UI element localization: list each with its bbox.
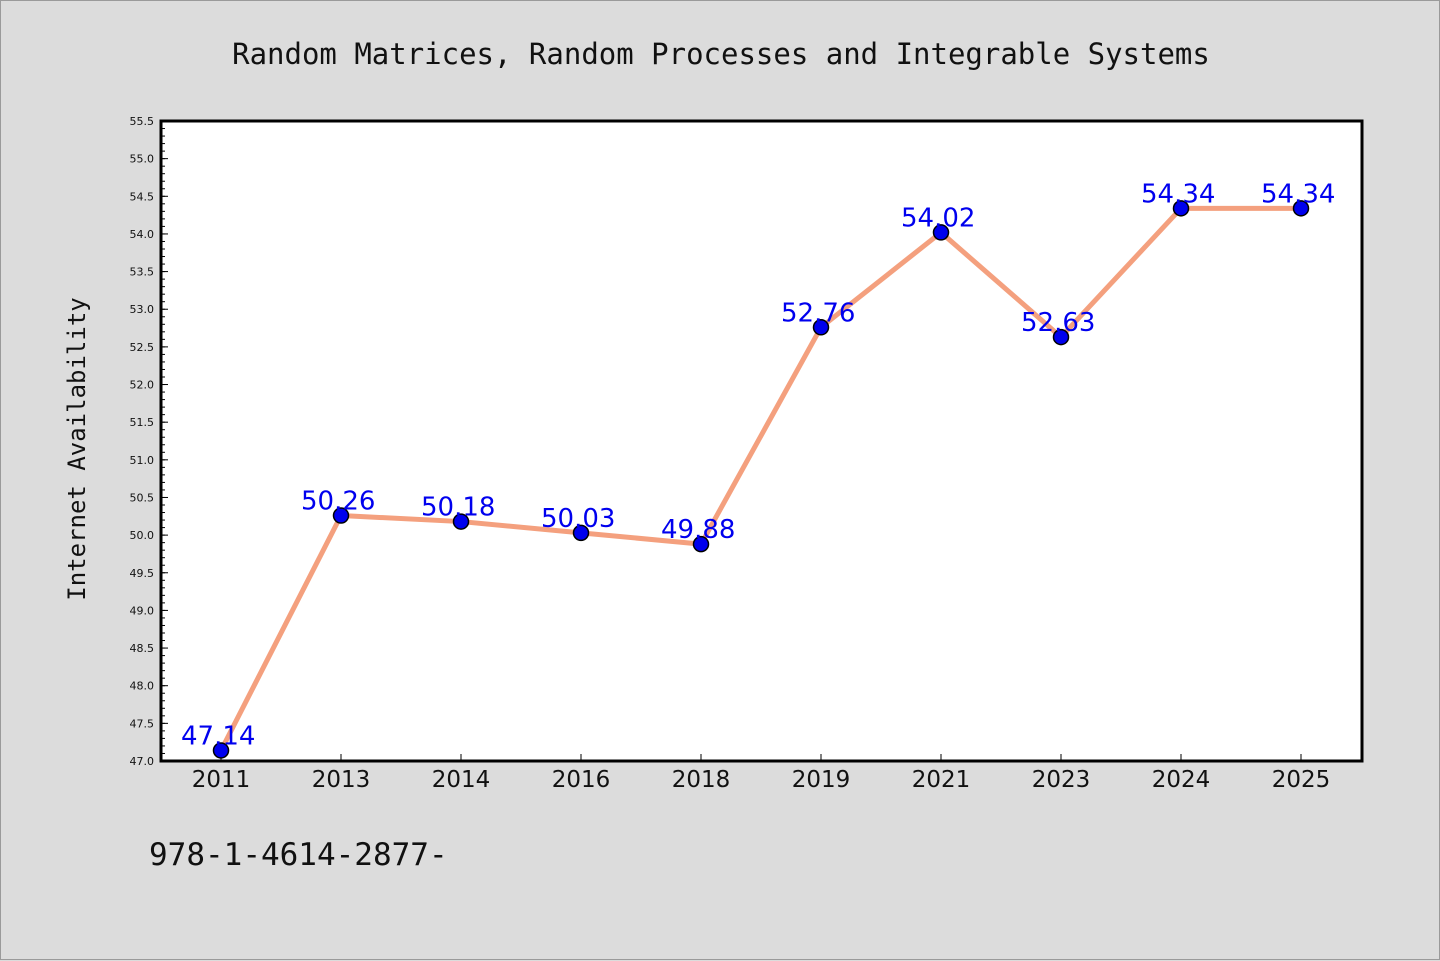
x-axis: 2011 2013 2014 2016 2018 2019 2021 2023 2024 2025 <box>192 754 1331 793</box>
y-tick-label: 50.5 <box>130 491 155 504</box>
data-point <box>812 319 830 336</box>
x-tick-label: 2013 <box>312 767 371 793</box>
data-label: 50.26 <box>301 487 375 517</box>
x-tick-label: 2021 <box>912 767 971 793</box>
x-tick-label: 2016 <box>552 767 611 793</box>
y-tick-label: 54.0 <box>130 228 155 241</box>
data-label: 50.18 <box>421 493 495 523</box>
series-layer <box>212 200 1310 759</box>
data-label: 54.02 <box>901 203 975 233</box>
data-point <box>1172 200 1190 217</box>
data-point <box>332 507 350 524</box>
y-tick-label: 47.5 <box>130 717 155 730</box>
x-tick-label: 2019 <box>792 767 851 793</box>
y-tick-label: 48.0 <box>130 680 155 693</box>
x-tick-label: 2018 <box>672 767 731 793</box>
data-label: 52.76 <box>781 298 855 328</box>
data-label: 54.34 <box>1261 179 1335 209</box>
y-axis: 47.0 47.5 48.0 48.5 49.0 49.5 50.0 50.5 51.0 51.5… <box>130 115 168 768</box>
isbn-footer: 978-1-4614-2877- <box>149 837 448 873</box>
data-point <box>1052 328 1070 346</box>
data-point <box>1292 200 1310 217</box>
x-tick-label: 2014 <box>432 767 491 793</box>
plot-area <box>159 119 1364 763</box>
y-tick-label: 52.5 <box>130 341 155 354</box>
y-tick-label: 55.0 <box>130 153 155 166</box>
x-tick-label: 2023 <box>1032 767 1091 793</box>
data-label: 52.63 <box>1021 308 1095 338</box>
y-tick-label: 50.0 <box>130 529 155 542</box>
y-tick-label: 48.5 <box>130 642 155 655</box>
x-tick-label: 2011 <box>192 767 251 793</box>
y-tick-label: 49.0 <box>130 604 155 617</box>
y-tick-label: 55.5 <box>130 115 155 128</box>
data-point <box>932 224 950 241</box>
data-point <box>572 524 590 542</box>
y-tick-label: 53.5 <box>130 266 155 279</box>
x-tick-label: 2024 <box>1152 767 1211 793</box>
data-label: 47.14 <box>181 721 255 751</box>
data-label: 49.88 <box>661 515 735 545</box>
data-point <box>212 742 230 759</box>
y-tick-label: 49.5 <box>130 567 155 580</box>
y-tick-label: 51.5 <box>130 416 155 429</box>
y-axis-label: Internet Availability <box>63 297 91 600</box>
y-tick-label: 53.0 <box>130 303 155 316</box>
series-line <box>218 205 1304 753</box>
data-label: 54.34 <box>1141 179 1215 209</box>
data-labels: 47.14 50.26 50.18 50.03 49.88 52.76 54.02 52.63… <box>181 179 1335 751</box>
chart-title: Random Matrices, Random Processes and In… <box>232 37 1210 71</box>
y-tick-label: 47.0 <box>130 755 155 768</box>
data-point <box>452 513 470 530</box>
y-tick-label: 54.5 <box>130 190 155 203</box>
data-point <box>692 535 710 553</box>
y-tick-label: 52.0 <box>130 379 155 392</box>
y-tick-label: 51.0 <box>130 454 155 467</box>
x-tick-label: 2025 <box>1272 767 1331 793</box>
data-label: 50.03 <box>541 504 615 534</box>
